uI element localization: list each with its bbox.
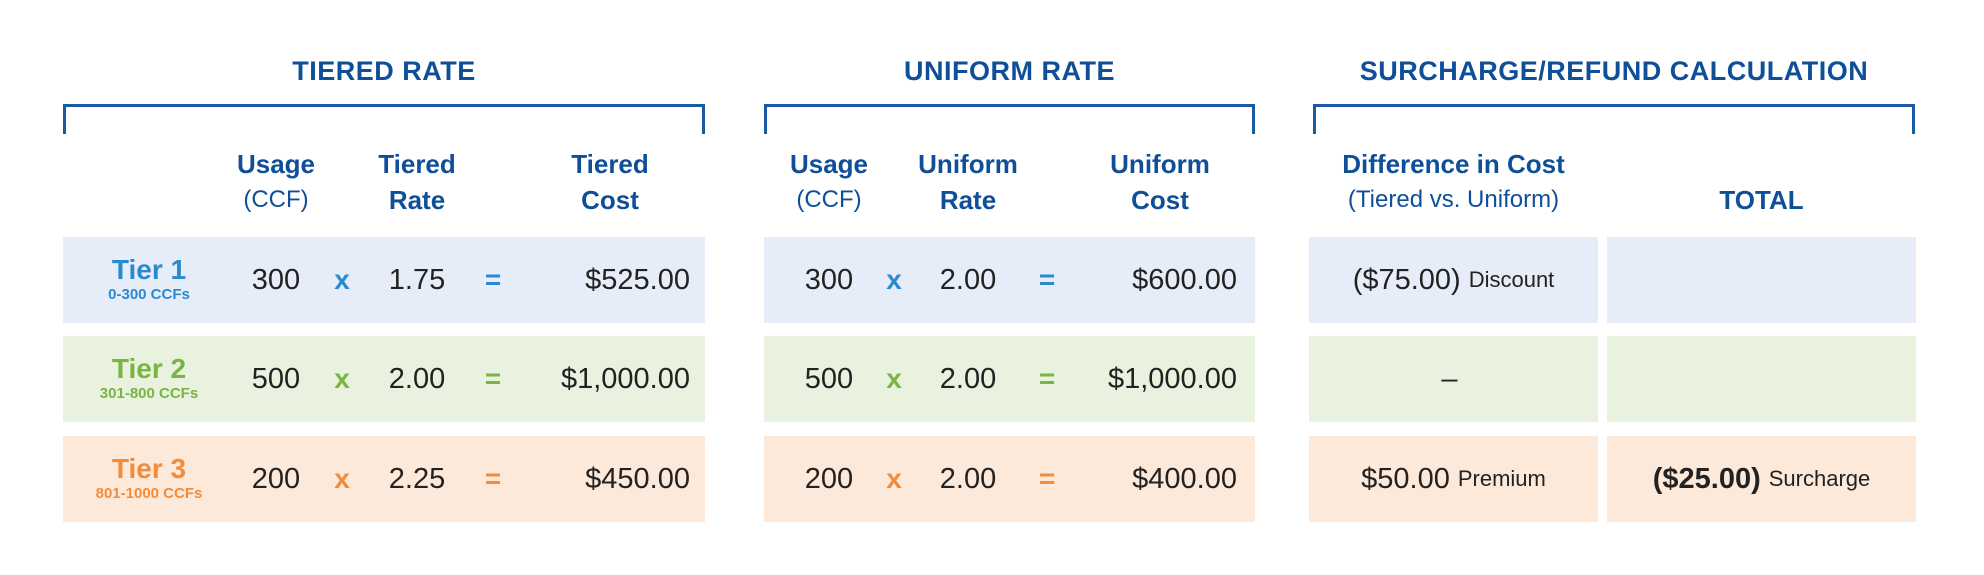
tiered-rate-title: TIERED RATE [292, 56, 476, 86]
tiered-row: Tier 1 0-300 CCFs 300 x 1.75 = $525.00 [63, 237, 705, 323]
uniform-cost: $600.00 [1132, 263, 1237, 296]
uniform-rate-title: UNIFORM RATE [904, 56, 1115, 86]
calculation-bracket [1313, 104, 1915, 134]
header-usage: Usage (CCF) [236, 149, 316, 213]
header-difference: Difference in Cost (Tiered vs. Uniform) [1342, 149, 1565, 213]
difference-cell: ($75.00) Discount [1309, 237, 1598, 323]
difference-cell: $50.00 Premium [1309, 436, 1598, 522]
uniform-usage: 200 [804, 462, 854, 495]
tier-label: Tier 1 0-300 CCFs [108, 254, 190, 304]
uniform-rate: 2.00 [939, 263, 997, 296]
uniform-rate: 2.00 [939, 362, 997, 395]
total-value: ($25.00) [1652, 462, 1761, 495]
total-label: Surcharge [1768, 466, 1871, 491]
uniform-usage: 300 [804, 263, 854, 296]
difference-cell: – [1309, 336, 1598, 422]
usage: 300 [251, 263, 301, 296]
tiered-cost: $525.00 [585, 263, 690, 296]
equals-operator: = [1038, 463, 1056, 494]
header-total: TOTAL [1719, 185, 1804, 215]
difference-value: – [1441, 362, 1458, 395]
times-operator: x [334, 363, 350, 394]
times-operator: x [334, 463, 350, 494]
equals-operator: = [484, 363, 502, 394]
header-tiered-cost: Tiered Cost [571, 149, 649, 215]
uniform-cost: $1,000.00 [1107, 362, 1237, 395]
tier-label: Tier 2 301-800 CCFs [99, 353, 199, 403]
usage: 200 [251, 462, 301, 495]
tiered-rate: 2.00 [388, 362, 446, 395]
uniform-row: 200 x 2.00 = $400.00 [764, 436, 1255, 522]
header-uniform-usage: Usage (CCF) [789, 149, 869, 213]
tiered-cost: $450.00 [585, 462, 690, 495]
times-operator: x [886, 264, 902, 295]
header-uniform-cost: Uniform Cost [1110, 149, 1210, 215]
header-tiered-rate: Tiered Rate [378, 149, 456, 215]
uniform-cost: $400.00 [1132, 462, 1237, 495]
total-cell [1607, 336, 1916, 422]
total-cell [1607, 237, 1916, 323]
equals-operator: = [484, 264, 502, 295]
uniform-row: 500 x 2.00 = $1,000.00 [764, 336, 1255, 422]
difference-value: $50.00 [1361, 462, 1450, 495]
difference-label: Discount [1468, 267, 1555, 292]
tiered-cost: $1,000.00 [560, 362, 690, 395]
uniform-usage: 500 [804, 362, 854, 395]
usage: 500 [251, 362, 301, 395]
tiered-bracket [63, 104, 705, 134]
header-uniform-rate: Uniform Rate [918, 149, 1018, 215]
times-operator: x [886, 363, 902, 394]
tiered-rate: 2.25 [388, 462, 446, 495]
uniform-rate: 2.00 [939, 462, 997, 495]
equals-operator: = [1038, 363, 1056, 394]
total-cell: ($25.00) Surcharge [1607, 436, 1916, 522]
uniform-bracket [764, 104, 1255, 134]
times-operator: x [334, 264, 350, 295]
uniform-row: 300 x 2.00 = $600.00 [764, 237, 1255, 323]
times-operator: x [886, 463, 902, 494]
tiered-rate: 1.75 [388, 263, 446, 296]
calculation-title: SURCHARGE/REFUND CALCULATION [1359, 56, 1869, 86]
equals-operator: = [484, 463, 502, 494]
difference-value: ($75.00) [1352, 263, 1461, 296]
equals-operator: = [1038, 264, 1056, 295]
difference-label: Premium [1457, 466, 1546, 491]
tier-label: Tier 3 801-1000 CCFs [95, 453, 203, 503]
tiered-row: Tier 3 801-1000 CCFs 200 x 2.25 = $450.00 [63, 436, 705, 522]
tiered-row: Tier 2 301-800 CCFs 500 x 2.00 = $1,000.0… [63, 336, 705, 422]
